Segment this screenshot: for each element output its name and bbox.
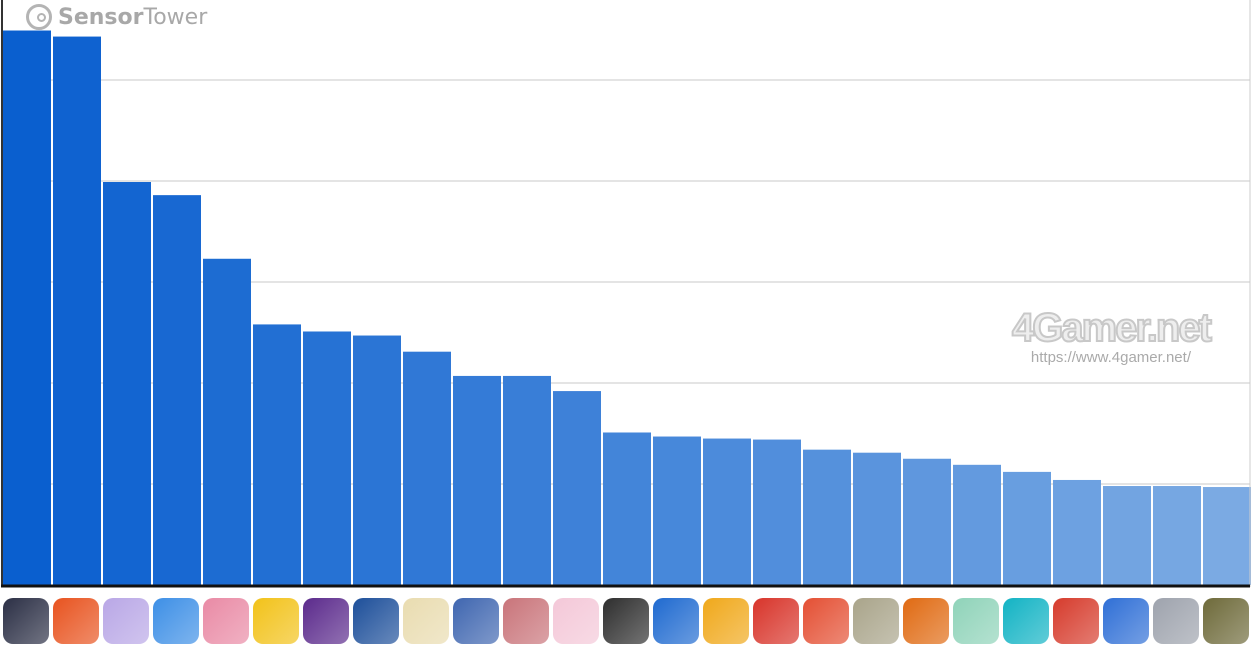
bar — [253, 324, 301, 585]
app-icon — [3, 598, 49, 644]
app-icon — [1103, 598, 1149, 644]
bar — [603, 432, 651, 585]
app-icon — [703, 598, 749, 644]
app-icon — [753, 598, 799, 644]
app-icon — [253, 598, 299, 644]
bar — [403, 351, 451, 585]
bar — [1103, 486, 1151, 585]
app-icon — [1153, 598, 1199, 644]
bar — [1003, 471, 1051, 585]
app-icon — [303, 598, 349, 644]
app-icon — [53, 598, 99, 644]
bar — [153, 195, 201, 585]
bar — [103, 182, 151, 585]
app-icon — [1003, 598, 1049, 644]
bar — [1203, 487, 1251, 585]
app-icon — [953, 598, 999, 644]
app-icon — [153, 598, 199, 644]
watermark: 4Gamer.net https://www.4gamer.net/ — [1011, 305, 1213, 366]
bar — [3, 30, 51, 585]
app-icon — [103, 598, 149, 644]
bar — [503, 375, 551, 585]
bar — [653, 436, 701, 585]
bar — [1153, 486, 1201, 585]
bar — [303, 331, 351, 585]
app-icon — [653, 598, 699, 644]
sensor-tower-logo: Sensor Tower — [26, 4, 207, 30]
bar — [203, 258, 251, 585]
bar — [703, 438, 751, 585]
app-icon — [1203, 598, 1249, 644]
bar — [553, 391, 601, 585]
app-icon — [853, 598, 899, 644]
app-icon — [903, 598, 949, 644]
bar — [753, 439, 801, 585]
app-icon — [503, 598, 549, 644]
bar — [453, 375, 501, 585]
app-icon — [803, 598, 849, 644]
sensor-tower-icon — [26, 4, 52, 30]
logo-text-bold: Sensor — [58, 4, 144, 30]
app-icon — [403, 598, 449, 644]
app-icon — [553, 598, 599, 644]
watermark-url: https://www.4gamer.net/ — [1030, 349, 1191, 366]
watermark-logo: 4Gamer.net — [1011, 305, 1213, 351]
bar — [353, 335, 401, 585]
bar — [953, 464, 1001, 585]
app-icon — [1053, 598, 1099, 644]
bar — [1053, 479, 1101, 585]
logo-text-light: Tower — [143, 4, 208, 30]
app-icon — [603, 598, 649, 644]
app-icon — [453, 598, 499, 644]
bar — [53, 36, 101, 585]
app-icon — [353, 598, 399, 644]
app-icon — [203, 598, 249, 644]
bar — [803, 449, 851, 585]
bar — [853, 452, 901, 585]
bar — [903, 458, 951, 585]
